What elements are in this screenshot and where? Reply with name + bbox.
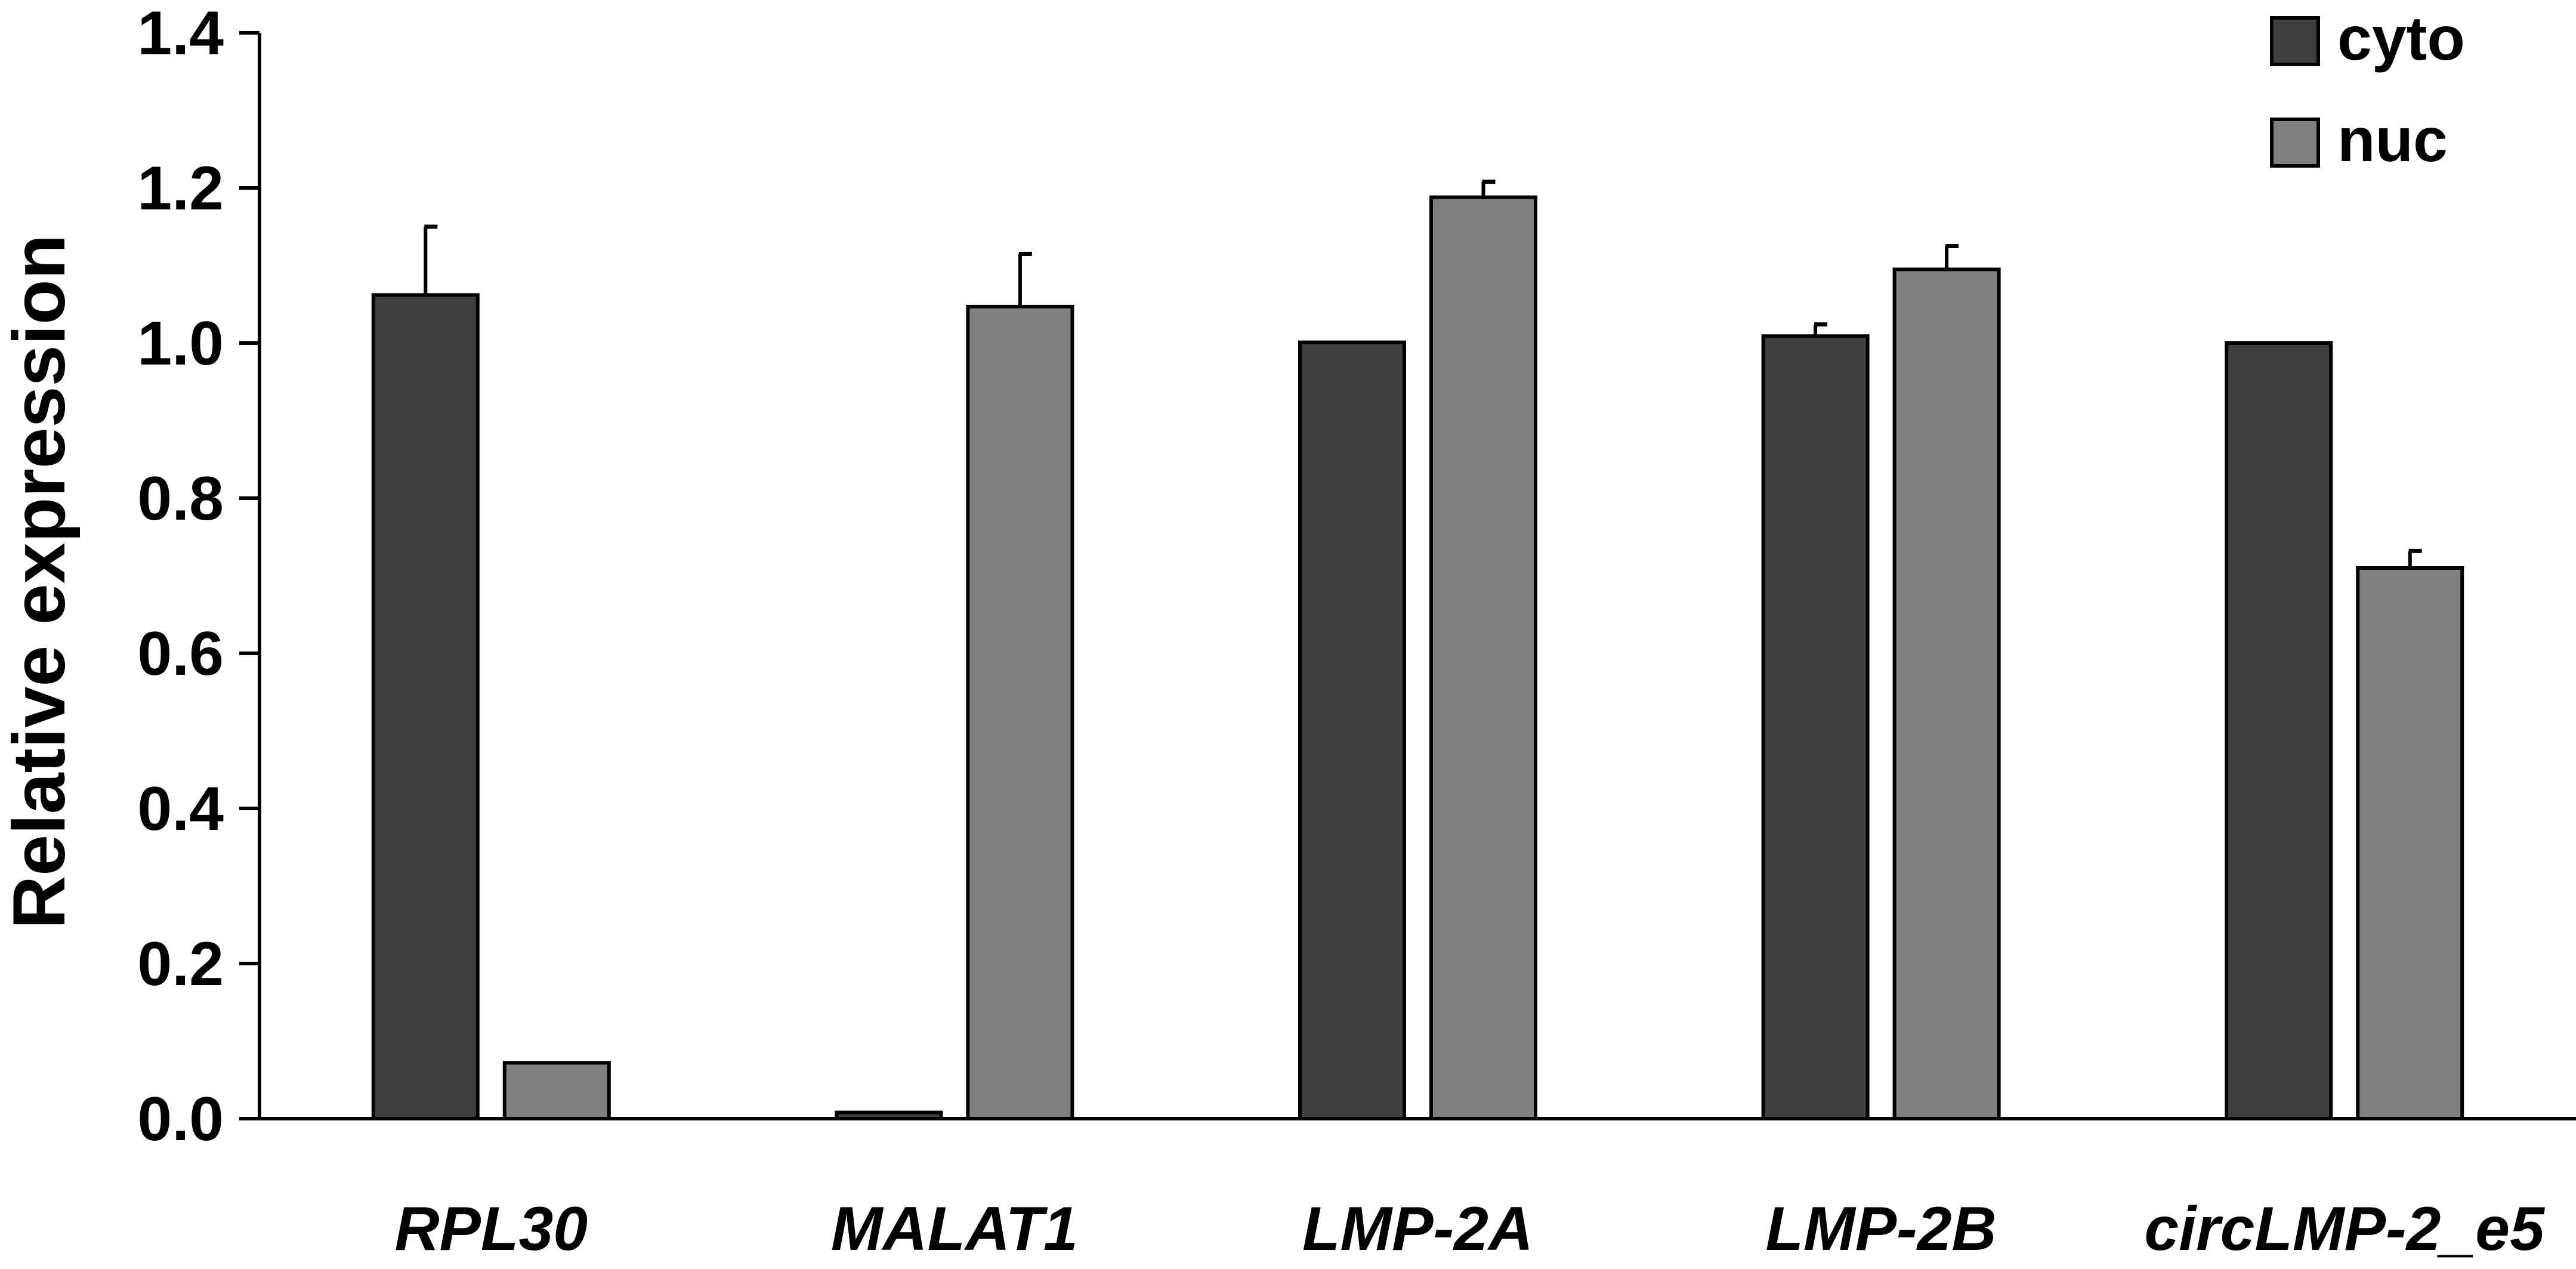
- bar-nuc-MALAT1: [966, 304, 1074, 1120]
- bar-cyto-LMP-2B: [1761, 334, 1870, 1120]
- legend-swatch-nuc: [2270, 118, 2320, 168]
- bar-cyto-RPL30: [371, 293, 480, 1120]
- x-category-label: circLMP-2_e5: [2144, 1194, 2546, 1264]
- x-category-label: LMP-2A: [1302, 1194, 1533, 1264]
- bar-nuc-RPL30: [502, 1061, 611, 1121]
- y-tick-label: 0.4: [137, 774, 224, 844]
- y-tick-label: 0.0: [137, 1085, 224, 1154]
- bar-nuc-LMP-2B: [1892, 267, 2001, 1120]
- bars: [371, 180, 2464, 1121]
- y-tick-label: 0.8: [137, 464, 224, 533]
- legend: cyto nuc: [2270, 4, 2465, 175]
- y-tick-label: 1.0: [137, 309, 224, 378]
- x-category-label: LMP-2B: [1766, 1194, 1997, 1264]
- y-tick-label: 1.4: [137, 0, 224, 68]
- legend-label-cyto: cyto: [2337, 4, 2465, 73]
- legend-swatch-cyto: [2270, 16, 2320, 66]
- legend-label-nuc: nuc: [2337, 106, 2448, 175]
- x-category-label: RPL30: [394, 1194, 588, 1264]
- y-tick-label: 0.6: [137, 619, 224, 688]
- y-tick-label: 1.2: [137, 154, 224, 223]
- y-tick-label: 0.2: [137, 930, 224, 999]
- bar-nuc-LMP-2A: [1429, 195, 1537, 1121]
- bar-cyto-LMP-2A: [1298, 340, 1406, 1121]
- x-axis: RPL30 MALAT1 LMP-2A LMP-2B circLMP-2_e5: [260, 1117, 2576, 1264]
- y-axis-title: Relative expression: [0, 234, 81, 930]
- bar-nuc-circLMP-2_e5: [2356, 566, 2464, 1120]
- x-category-label: MALAT1: [831, 1194, 1078, 1264]
- bar-cyto-circLMP-2_e5: [2225, 341, 2333, 1120]
- y-axis: 0.0 0.2 0.4 0.6 0.8 1.0 1.2 1.4: [137, 0, 261, 1154]
